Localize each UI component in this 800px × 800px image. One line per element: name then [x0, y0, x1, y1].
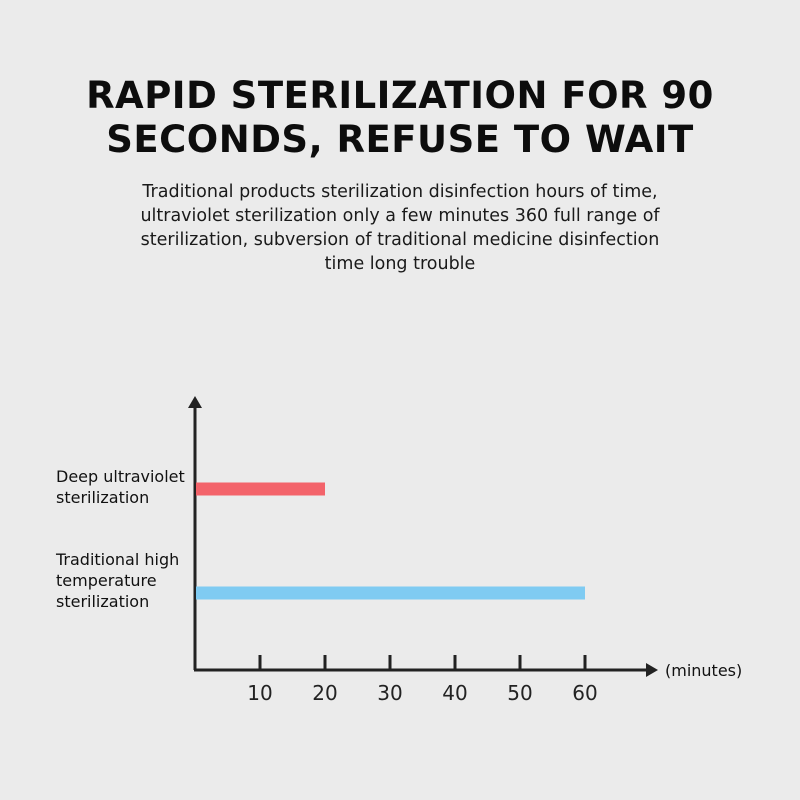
chart-category-labels: Deep ultraviolet sterilizationTraditional…: [55, 467, 185, 611]
category-label-line: temperature: [56, 571, 157, 590]
x-tick-label: 60: [572, 681, 597, 705]
category-label-line: sterilization: [56, 592, 149, 611]
x-tick-label: 50: [507, 681, 532, 705]
category-label: Deep ultraviolet sterilization: [56, 467, 185, 507]
x-tick-label: 40: [442, 681, 467, 705]
chart-ticks: 10 20 30 40 50 60: [247, 655, 598, 705]
x-axis-label: (minutes): [665, 661, 742, 680]
x-tick-label: 20: [312, 681, 337, 705]
title-line-1: RAPID STERILIZATION FOR 90: [86, 74, 714, 117]
chart-axes: (minutes): [188, 396, 742, 680]
page-subtitle: Traditional products sterilization disin…: [140, 182, 660, 274]
chart-bars: [196, 482, 585, 600]
y-axis-arrow: [188, 396, 202, 408]
bar: [196, 482, 325, 496]
x-tick-label: 10: [247, 681, 272, 705]
x-tick-label: 30: [377, 681, 402, 705]
bar: [196, 586, 585, 600]
category-label: Traditional high temperature sterilization: [55, 550, 179, 611]
category-label-line: Traditional high: [55, 550, 179, 569]
page-title: RAPID STERILIZATION FOR 90 SECONDS, REFU…: [60, 74, 740, 162]
category-label-line: sterilization: [56, 488, 149, 507]
title-line-2: SECONDS, REFUSE TO WAIT: [106, 118, 694, 161]
x-axis-arrow: [646, 663, 658, 677]
category-label-line: Deep ultraviolet: [56, 467, 185, 486]
